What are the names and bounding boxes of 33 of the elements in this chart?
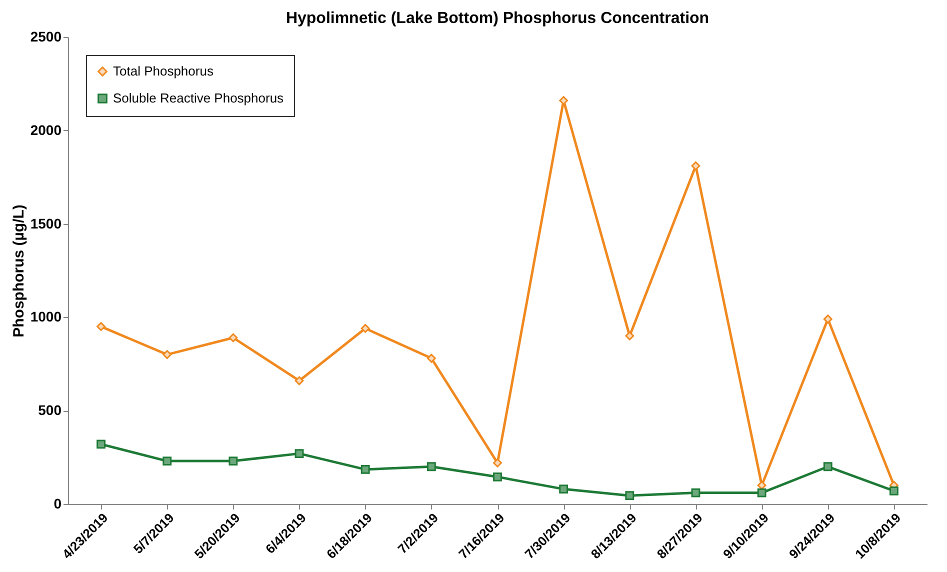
y-tick-label: 2500 (30, 28, 62, 44)
point (625, 331, 634, 340)
point (228, 333, 238, 342)
chart-title: Hypolimnetic (Lake Bottom) Phosphorus Concentration (286, 10, 710, 27)
point (96, 440, 106, 449)
y-tick-label: 0 (54, 496, 62, 512)
point (625, 491, 634, 500)
point (426, 462, 436, 472)
point (360, 324, 370, 333)
point (162, 350, 172, 360)
point (228, 456, 238, 466)
point (426, 354, 436, 363)
point (890, 486, 898, 496)
point (96, 322, 106, 331)
point (493, 472, 502, 482)
y-tick-label: 2000 (30, 122, 62, 138)
point (360, 464, 370, 474)
point (823, 462, 832, 472)
point (493, 458, 502, 468)
y-tick-label: 500 (38, 402, 62, 418)
point (559, 96, 568, 105)
point (691, 488, 700, 498)
y-tick-label: 1500 (30, 215, 62, 232)
y-tick-label: 1000 (30, 308, 62, 325)
point (294, 449, 304, 458)
y-axis-title: Phosphorus (µg/L) (10, 204, 28, 338)
point (823, 314, 832, 324)
point (559, 484, 568, 494)
point (162, 456, 172, 466)
legend-label: Soluble Reactive Phosphorus (113, 90, 284, 106)
point (757, 488, 766, 498)
point (294, 376, 304, 386)
legend-label: Total Phosphorus (113, 64, 214, 78)
